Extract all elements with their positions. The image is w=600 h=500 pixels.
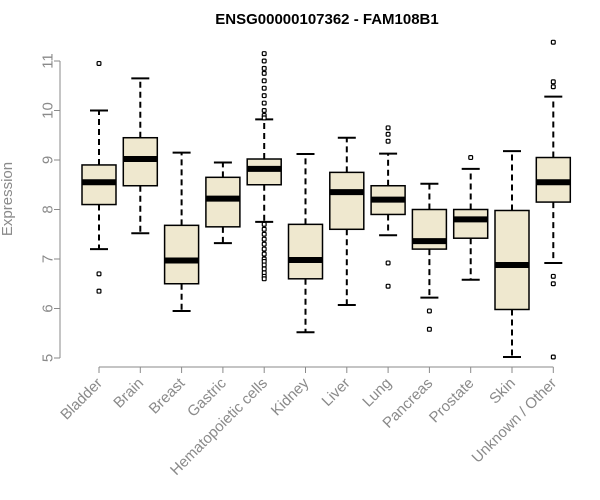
outlier-point (96, 288, 102, 294)
outlier-point (261, 85, 267, 91)
outlier-point (426, 326, 432, 332)
y-tick-label: 7 (40, 255, 57, 263)
outlier-point (261, 226, 267, 232)
outlier-point (261, 246, 267, 252)
outlier-point (261, 70, 267, 76)
x-tick-label: Breast (146, 374, 189, 417)
outlier-point (385, 125, 391, 131)
outlier-point (385, 138, 391, 144)
outlier-point (385, 131, 391, 137)
iqr-box (205, 176, 241, 228)
outlier-point (385, 260, 391, 266)
outlier-point (468, 155, 474, 161)
box-series (81, 39, 572, 360)
iqr-box (494, 209, 530, 311)
x-tick-label: Liver (319, 375, 354, 410)
x-tick-label: Brain (110, 375, 147, 412)
outlier-point (261, 65, 267, 71)
outlier-point (261, 241, 267, 247)
box-group (452, 155, 489, 281)
outlier-point (261, 231, 267, 237)
outlier-point (550, 39, 556, 45)
y-axis: 5 6 7 8 9 10 11 (40, 53, 61, 362)
box-group (329, 136, 365, 307)
box-group (535, 39, 572, 360)
outlier-point (550, 354, 556, 360)
box-group (122, 77, 159, 235)
y-tick-label: 9 (40, 156, 57, 164)
outlier-point (261, 58, 267, 64)
x-tick-label: Lung (359, 375, 395, 411)
outlier-point (261, 266, 267, 272)
outlier-point (96, 271, 102, 277)
box-group (163, 151, 200, 312)
x-tick-label: Prostate (426, 375, 478, 427)
box-group (246, 51, 282, 282)
outlier-point (385, 283, 391, 289)
outlier-point (550, 79, 556, 85)
outlier-point (261, 93, 267, 99)
box-group (411, 182, 448, 332)
box-group (494, 150, 530, 359)
iqr-box (452, 208, 489, 239)
outlier-point (261, 78, 267, 84)
outlier-point (261, 236, 267, 242)
outlier-point (426, 308, 432, 314)
iqr-box (329, 171, 365, 231)
outlier-point (261, 221, 267, 227)
outlier-point (261, 262, 267, 268)
x-tick-label: Bladder (57, 375, 106, 424)
y-tick-label: 5 (40, 354, 57, 362)
outlier-point (261, 276, 267, 282)
x-tick-label: Kidney (268, 374, 313, 419)
x-tick-label: Skin (486, 375, 519, 408)
y-tick-label: 8 (40, 205, 57, 213)
iqr-box (163, 224, 200, 285)
box-group (370, 125, 406, 289)
outlier-point (550, 84, 556, 90)
outlier-point (261, 100, 267, 106)
outlier-point (261, 51, 267, 57)
outlier-point (261, 115, 267, 121)
outlier-point (261, 107, 267, 113)
y-tick-label: 6 (40, 304, 57, 312)
y-tick-label: 10 (40, 102, 57, 119)
y-tick-label: 11 (40, 53, 57, 69)
outlier-point (550, 281, 556, 287)
outlier-point (261, 251, 267, 257)
chart-title: ENSG00000107362 - FAM108B1 (215, 11, 438, 28)
box-group (205, 161, 241, 245)
iqr-box (287, 223, 324, 280)
y-axis-label: Expression (0, 162, 16, 236)
box-group (81, 60, 117, 294)
outlier-point (96, 60, 102, 66)
outlier-point (550, 273, 556, 279)
box-group (287, 153, 324, 334)
